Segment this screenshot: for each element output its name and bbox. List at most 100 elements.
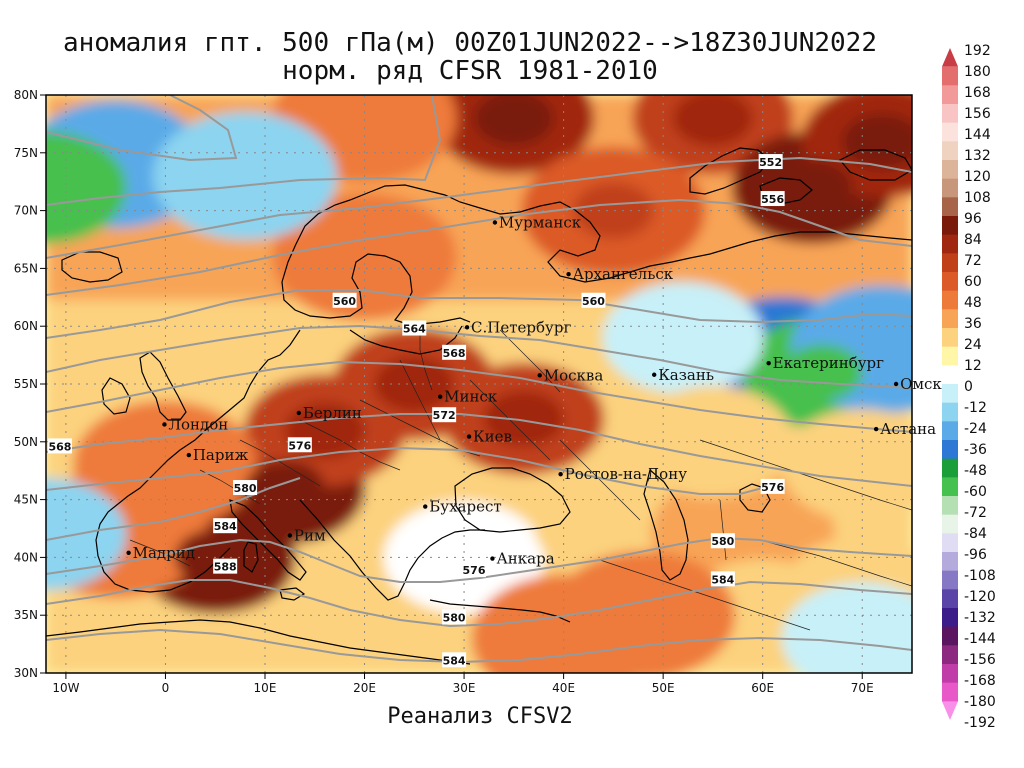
colorbar-label: 84 [964,232,982,248]
colorbar-swatch [942,626,958,646]
data-source-label: Реанализ CFSV2 [387,704,573,729]
city-label: Анкара [496,550,554,568]
colorbar-swatch [942,682,958,702]
city-label: Казань [658,366,714,384]
contour-label-bg [442,609,467,625]
y-tick-label: 50N [14,435,38,449]
y-tick-label: 75N [14,146,38,160]
colorbar-swatch [942,141,958,161]
colorbar-swatch [942,178,958,198]
contour-label-bg [233,480,258,496]
colorbar-swatch [942,365,958,385]
colorbar-label: -84 [964,526,987,542]
colorbar-label: -108 [964,568,996,584]
city-dot [537,373,542,378]
y-tick-label: 70N [14,204,38,218]
colorbar-swatch [942,458,958,478]
city-label: Архангельск [573,265,674,283]
chart-title-line2: норм. ряд CFSR 1981-2010 [282,56,658,86]
colorbar-label: 0 [964,379,973,395]
colorbar-label: -132 [964,610,996,626]
anomaly-core [473,95,554,147]
colorbar-swatch [942,234,958,254]
colorbar-swatch [942,272,958,292]
city-label: С.Петербург [471,318,571,336]
x-tick-label: 10E [254,681,277,695]
colorbar-label: 36 [964,316,982,332]
contour-label-bg [758,154,783,170]
colorbar-swatch [942,477,958,497]
city-label: Москва [544,366,604,384]
x-tick-label: 50E [652,681,675,695]
colorbar-label: -72 [964,505,987,521]
colorbar-label: -180 [964,694,996,710]
colorbar-swatch [942,589,958,609]
city-labels: Мурманск Архангельск С.Петербург Москва Каза… [133,214,943,568]
colorbar-swatch [942,608,958,628]
city-label: Берлин [303,404,362,422]
city-dot [296,410,302,416]
colorbar-label: 108 [964,190,991,206]
colorbar-swatch [942,533,958,553]
contour-label-bg [760,191,785,207]
colorbar-label: 48 [964,295,982,311]
colorbar-label: -48 [964,463,987,479]
colorbar-label: -60 [964,484,987,500]
colorbar-label: -192 [964,715,996,731]
contour-label-bg [213,518,238,534]
colorbar-label: 192 [964,43,991,59]
contour-label-bg [213,558,238,574]
contour-label: 580 [711,535,734,548]
colorbar-swatch [942,440,958,460]
colorbar-swatch [942,496,958,516]
city-dot [162,422,167,427]
colorbar-label: -168 [964,673,996,689]
city-dot [651,372,657,377]
contour-label-bg [402,320,427,336]
colorbar-arrow-top [942,48,958,67]
x-tick-label: 70E [851,681,874,695]
y-tick-label: 55N [14,377,38,391]
contour-label: 584 [214,520,237,533]
anomaly-core [782,344,863,401]
contour-label: 560 [582,295,605,308]
colorbar-label: 168 [964,85,991,101]
contour-label: 556 [761,193,784,206]
city-dot [893,381,899,387]
anomaly-blob [46,478,127,591]
city-dot [466,434,472,439]
city-markers [126,220,899,561]
contour-label: 568 [48,440,71,453]
colorbar-label: 72 [964,253,982,269]
contour-label: 580 [443,612,466,625]
colorbar-label: 96 [964,211,982,227]
colorbar-label: 12 [964,358,982,374]
anomaly-blob [532,466,694,579]
x-tick-label: 60E [751,681,774,695]
contour-label: 584 [711,573,734,586]
colorbar-label: 24 [964,337,982,353]
colorbar-label: 156 [964,106,991,122]
x-tick-label: 30E [453,681,476,695]
city-dot [126,550,131,555]
y-tick-label: 65N [14,261,38,275]
colorbar-swatch [942,122,958,142]
colorbar-swatch [942,645,958,665]
city-dot [287,533,293,538]
contour-label: 576 [463,564,486,577]
contour-label: 564 [403,323,426,336]
city-dot [490,556,495,561]
city-dot [492,220,498,225]
colorbar-label: -120 [964,589,996,605]
contour-label-bg [442,652,467,668]
city-dot [566,271,571,277]
anomaly-core [842,113,912,170]
colorbar-label: -144 [964,631,996,647]
colorbar-swatch [942,197,958,217]
colorbar-swatch [942,253,958,273]
city-label: Екатеринбург [773,354,884,372]
contour-label: 560 [333,295,356,308]
height-contours [46,95,912,664]
